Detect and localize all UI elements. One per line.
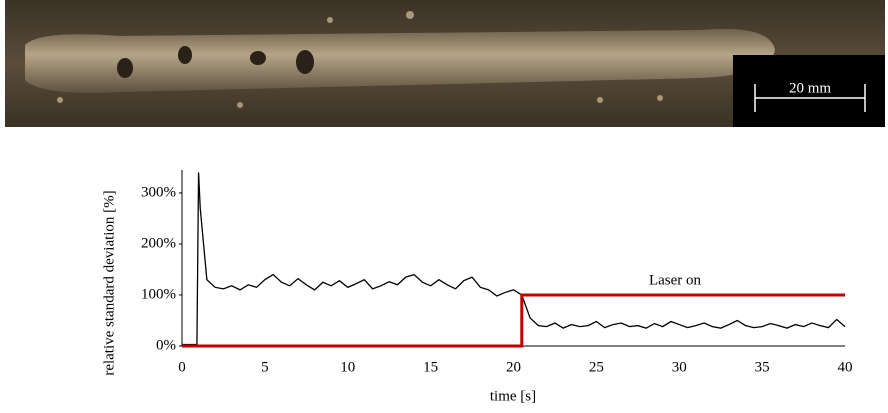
x-tick-label: 35 — [755, 359, 770, 375]
weld-photo: 20 mm — [5, 0, 885, 127]
scale-label: 20 mm — [789, 80, 831, 96]
x-tick-label: 15 — [423, 359, 438, 375]
y-tick-label: 100% — [141, 286, 176, 302]
x-tick-label: 20 — [506, 359, 521, 375]
x-axis-title: time [s] — [490, 388, 536, 404]
series-line — [182, 173, 845, 345]
annotation: Laser on — [649, 272, 702, 288]
x-tick-label: 0 — [178, 359, 186, 375]
y-tick-label: 200% — [141, 235, 176, 251]
y-axis-title: relative standard deviation [%] — [101, 190, 117, 375]
x-tick-label: 10 — [340, 359, 355, 375]
x-tick-label: 5 — [261, 359, 269, 375]
y-tick-label: 300% — [141, 184, 176, 200]
x-tick-label: 30 — [672, 359, 687, 375]
y-tick-label: 0% — [156, 337, 176, 353]
x-tick-label: 25 — [589, 359, 604, 375]
figure: 20 mm time [s] relative standard deviati… — [0, 0, 888, 413]
x-tick-label: 40 — [838, 359, 853, 375]
series-line — [182, 295, 845, 346]
